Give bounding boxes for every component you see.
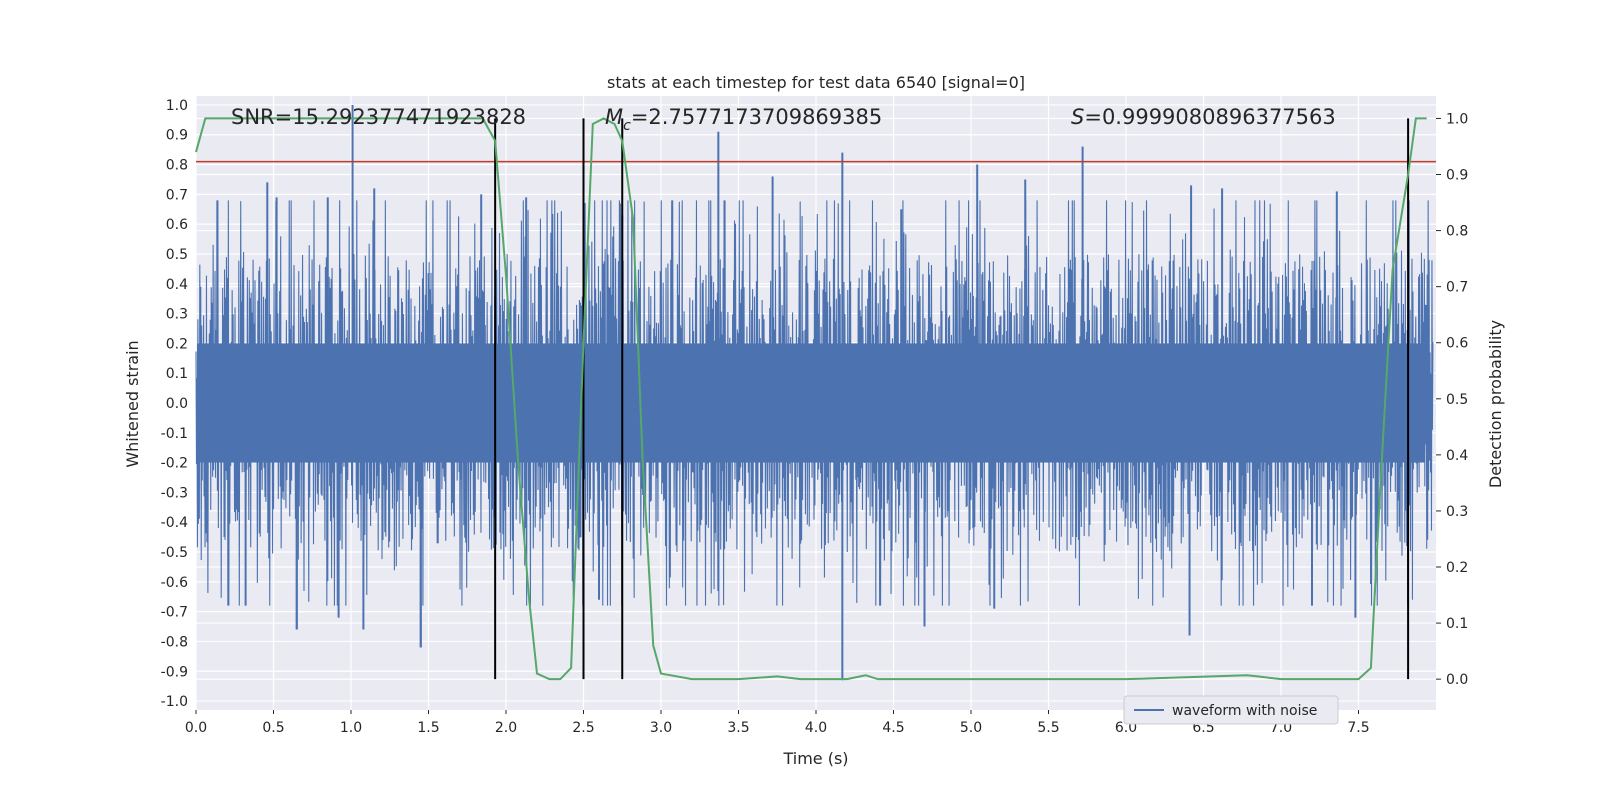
y-tick-label-20: -1.0 [161, 694, 188, 710]
y-tick-label-12: -0.2 [161, 456, 188, 472]
x-tick-label-5: 2.5 [572, 720, 594, 736]
s-value: =0.9999080896377563 [1084, 105, 1335, 129]
legend: waveform with noise [1123, 695, 1339, 725]
y-tick-label-18: -0.8 [161, 634, 188, 650]
y-tick-label-17: -0.7 [161, 605, 188, 621]
y-tick-label-5: 0.5 [166, 247, 188, 263]
y2-tick-label-6: 0.4 [1446, 448, 1468, 464]
waveform-series [195, 104, 1434, 681]
x-tick-label-7: 3.5 [727, 720, 749, 736]
y-tick-label-2: 0.8 [166, 158, 188, 174]
y2-tick-label-7: 0.3 [1446, 504, 1468, 520]
x-axis-label: Time (s) [782, 749, 848, 768]
waveform-core-band [197, 343, 1425, 463]
y-tick-label-7: 0.3 [166, 307, 188, 323]
mc-annotation: Mc=2.7577173709869385 [605, 105, 882, 134]
x-tick-label-4: 2.0 [495, 720, 517, 736]
s-annotation: S=0.9999080896377563 [1071, 105, 1336, 129]
x-tick-label-8: 4.0 [805, 720, 827, 736]
y-tick-label-4: 0.6 [166, 217, 188, 233]
y-tick-label-6: 0.4 [166, 277, 188, 293]
y2-tick-label-8: 0.2 [1446, 560, 1468, 576]
y-tick-label-8: 0.2 [166, 336, 188, 352]
s-symbol: S [1071, 105, 1084, 129]
y-tick-label-13: -0.3 [161, 485, 188, 501]
y2-tick-label-10: 0.0 [1446, 672, 1468, 688]
mc-subscript: c [623, 118, 631, 134]
mc-symbol: M [605, 105, 623, 129]
x-tick-label-2: 1.0 [340, 720, 362, 736]
y2-tick-label-0: 1.0 [1446, 111, 1468, 127]
y2-tick-label-4: 0.6 [1446, 336, 1468, 352]
y-tick-label-9: 0.1 [166, 366, 188, 382]
y-tick-label-14: -0.4 [161, 515, 188, 531]
x-tick-label-10: 5.0 [960, 720, 982, 736]
y-tick-label-10: 0.0 [166, 396, 188, 412]
y2-tick-label-3: 0.7 [1446, 280, 1468, 296]
x-tick-label-11: 5.5 [1037, 720, 1059, 736]
y2-tick-label-9: 0.1 [1446, 616, 1468, 632]
legend-box [1123, 695, 1339, 725]
y2-tick-label-2: 0.8 [1446, 224, 1468, 240]
y-tick-label-0: 1.0 [166, 98, 188, 114]
y2-tick-label-5: 0.5 [1446, 392, 1468, 408]
x-tick-label-15: 7.5 [1347, 720, 1369, 736]
x-tick-label-6: 3.0 [650, 720, 672, 736]
vertical-markers [494, 118, 1410, 680]
y2-ticks: 1.0 0.9 0.8 0.7 0.6 0.5 0.4 0.3 0.2 0.1 0.0 [1436, 111, 1468, 688]
y2-tick-label-1: 0.9 [1446, 168, 1468, 184]
y-ticks: 1.0 0.9 0.8 0.7 0.6 0.5 0.4 0.3 0.2 0.1 0.0 -0.1 -0.… [161, 98, 188, 710]
probability-line [195, 117, 1427, 681]
x-tick-label-1: 0.5 [262, 720, 284, 736]
mc-value: =2.7577173709869385 [631, 105, 882, 129]
legend-label: waveform with noise [1172, 703, 1317, 719]
y2-axis-label: Detection probability [1486, 320, 1505, 488]
x-tick-label-9: 4.5 [882, 720, 904, 736]
y-tick-label-1: 0.9 [166, 128, 188, 144]
y-tick-label-19: -0.9 [161, 664, 188, 680]
y-tick-label-3: 0.7 [166, 187, 188, 203]
chart-title: stats at each timestep for test data 654… [607, 73, 1025, 92]
x-tick-label-3: 1.5 [417, 720, 439, 736]
y-tick-label-16: -0.6 [161, 575, 188, 591]
probability-series [195, 117, 1427, 681]
y-tick-label-11: -0.1 [161, 426, 188, 442]
y-tick-label-15: -0.5 [161, 545, 188, 561]
x-tick-label-0: 0.0 [185, 720, 207, 736]
snr-annotation: SNR=15.292377471923828 [231, 105, 526, 129]
y-axis-label: Whitened strain [123, 340, 142, 467]
